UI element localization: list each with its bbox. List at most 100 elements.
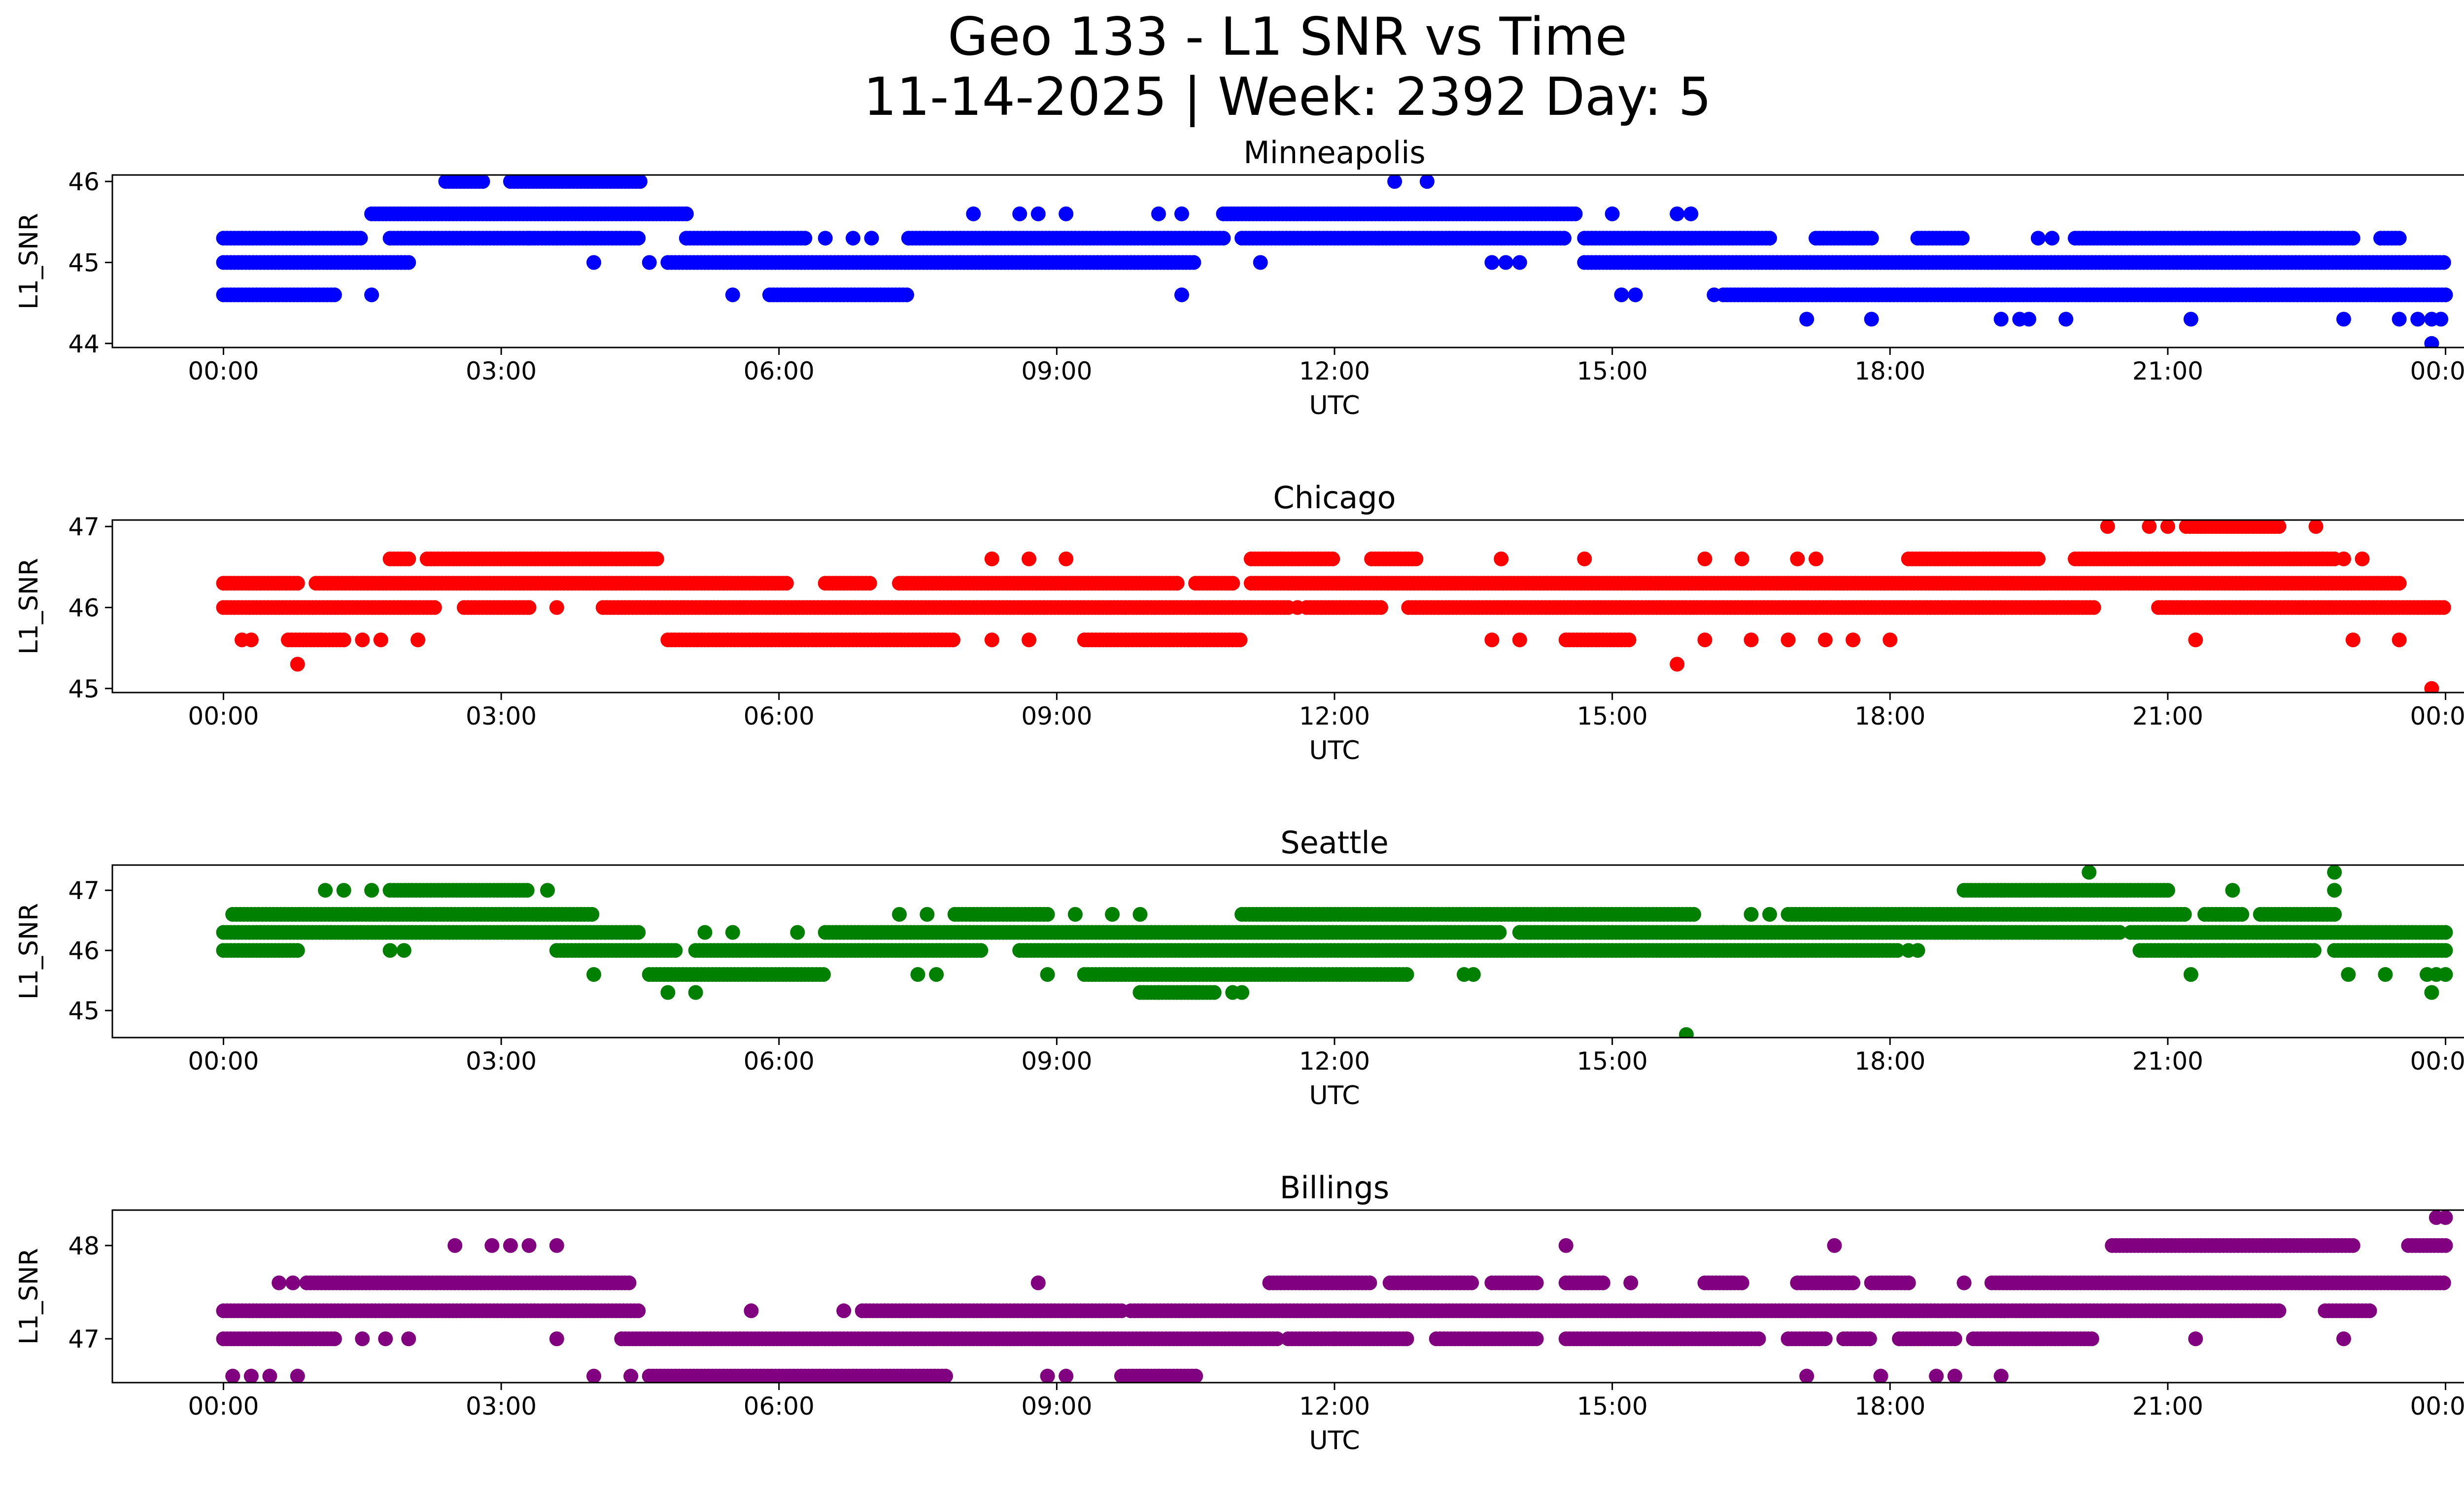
data-point [2021, 312, 2037, 327]
data-point [649, 551, 664, 566]
data-point [1707, 287, 1722, 303]
data-points-seattle [216, 865, 2453, 1038]
data-point [2281, 943, 2296, 958]
y-tick-label: 45 [68, 675, 100, 703]
x-tick-label: 03:00 [466, 357, 537, 385]
x-tick-label: 21:00 [2132, 357, 2203, 385]
data-point [2355, 551, 2370, 566]
data-point [1387, 175, 1403, 189]
x-tick-label: 21:00 [2132, 702, 2203, 730]
data-point [2160, 520, 2175, 534]
data-point [2030, 551, 2046, 566]
data-point [2345, 632, 2361, 648]
data-point [290, 657, 305, 672]
x-tick-label: 09:00 [1021, 1047, 1092, 1076]
x-tick-label: 12:00 [1299, 1047, 1370, 1076]
data-point [2299, 943, 2314, 958]
data-point [2424, 336, 2439, 348]
data-point [1484, 632, 1500, 648]
x-tick-label: 06:00 [744, 357, 815, 385]
data-point [2188, 632, 2203, 648]
data-point [2392, 576, 2407, 591]
data-point [779, 576, 794, 591]
data-point [2438, 967, 2453, 982]
data-point [2378, 967, 2393, 982]
data-point [1809, 551, 1823, 566]
data-point [1799, 312, 1814, 327]
data-point [1105, 907, 1120, 922]
data-point [631, 1303, 646, 1319]
data-point [1151, 206, 1166, 221]
data-point [797, 231, 813, 246]
data-point [1864, 312, 1879, 327]
data-point [519, 883, 535, 898]
data-point [2438, 925, 2453, 940]
data-point [2142, 520, 2157, 534]
data-point [2436, 255, 2451, 270]
data-point [725, 925, 740, 940]
data-point [1067, 907, 1083, 922]
data-point [1399, 967, 1414, 982]
data-points-chicago [216, 520, 2451, 693]
figure-title-line-1: Geo 133 - L1 SNR vs Time [947, 6, 1628, 67]
data-point [984, 632, 999, 648]
y-tick-label: 46 [68, 593, 100, 622]
data-point [1686, 907, 1701, 922]
data-point [290, 943, 305, 958]
figure-title-line-2: 11-14-2025 | Week: 2392 Day: 5 [863, 67, 1711, 127]
data-point [475, 175, 490, 189]
data-point [586, 255, 601, 270]
data-point [521, 600, 537, 615]
x-tick-label: 18:00 [1854, 1047, 1925, 1076]
data-point [336, 883, 351, 898]
x-axis-label: UTC [1309, 736, 1360, 765]
x-tick-label: 21:00 [2132, 1047, 2203, 1076]
data-point [1030, 206, 1046, 221]
data-point [892, 907, 907, 922]
data-point [1022, 551, 1036, 566]
data-point [1012, 206, 1027, 221]
data-point [2327, 883, 2342, 898]
data-point [1234, 985, 1250, 1000]
data-point [966, 206, 981, 221]
data-point [401, 551, 416, 566]
y-axis-label: L1_SNR [14, 903, 44, 1000]
data-point [427, 600, 442, 615]
data-point [1780, 632, 1796, 648]
data-point [1492, 925, 1507, 940]
data-point [1744, 907, 1759, 922]
data-point [2436, 600, 2451, 615]
data-point [318, 883, 333, 898]
data-point [920, 907, 935, 922]
x-tick-label: 03:00 [466, 1047, 537, 1076]
data-point [2100, 520, 2115, 534]
data-point [790, 925, 805, 940]
data-point [2234, 907, 2250, 922]
data-point [862, 576, 877, 591]
y-tick-label: 45 [68, 248, 100, 277]
x-tick-label: 00:00 [2410, 702, 2464, 730]
data-point [929, 967, 944, 982]
data-point [1890, 943, 1905, 958]
x-tick-label: 15:00 [1577, 702, 1648, 730]
data-point [336, 632, 351, 648]
data-point [2030, 231, 2046, 246]
data-point [2271, 520, 2287, 534]
y-tick-label: 47 [68, 513, 100, 541]
data-point [1697, 551, 1712, 566]
data-point [2424, 681, 2439, 693]
data-point [2438, 287, 2453, 303]
data-point [2058, 312, 2074, 327]
data-points-billings [216, 1210, 2453, 1383]
data-point [1790, 551, 1805, 566]
data-point [668, 943, 683, 958]
figure-title: Geo 133 - L1 SNR vs Time 11-14-2025 | We… [0, 7, 2464, 127]
data-point [1744, 632, 1759, 648]
data-point [1498, 255, 1513, 270]
data-point [540, 883, 555, 898]
data-point [2160, 883, 2175, 898]
data-point [2177, 907, 2192, 922]
